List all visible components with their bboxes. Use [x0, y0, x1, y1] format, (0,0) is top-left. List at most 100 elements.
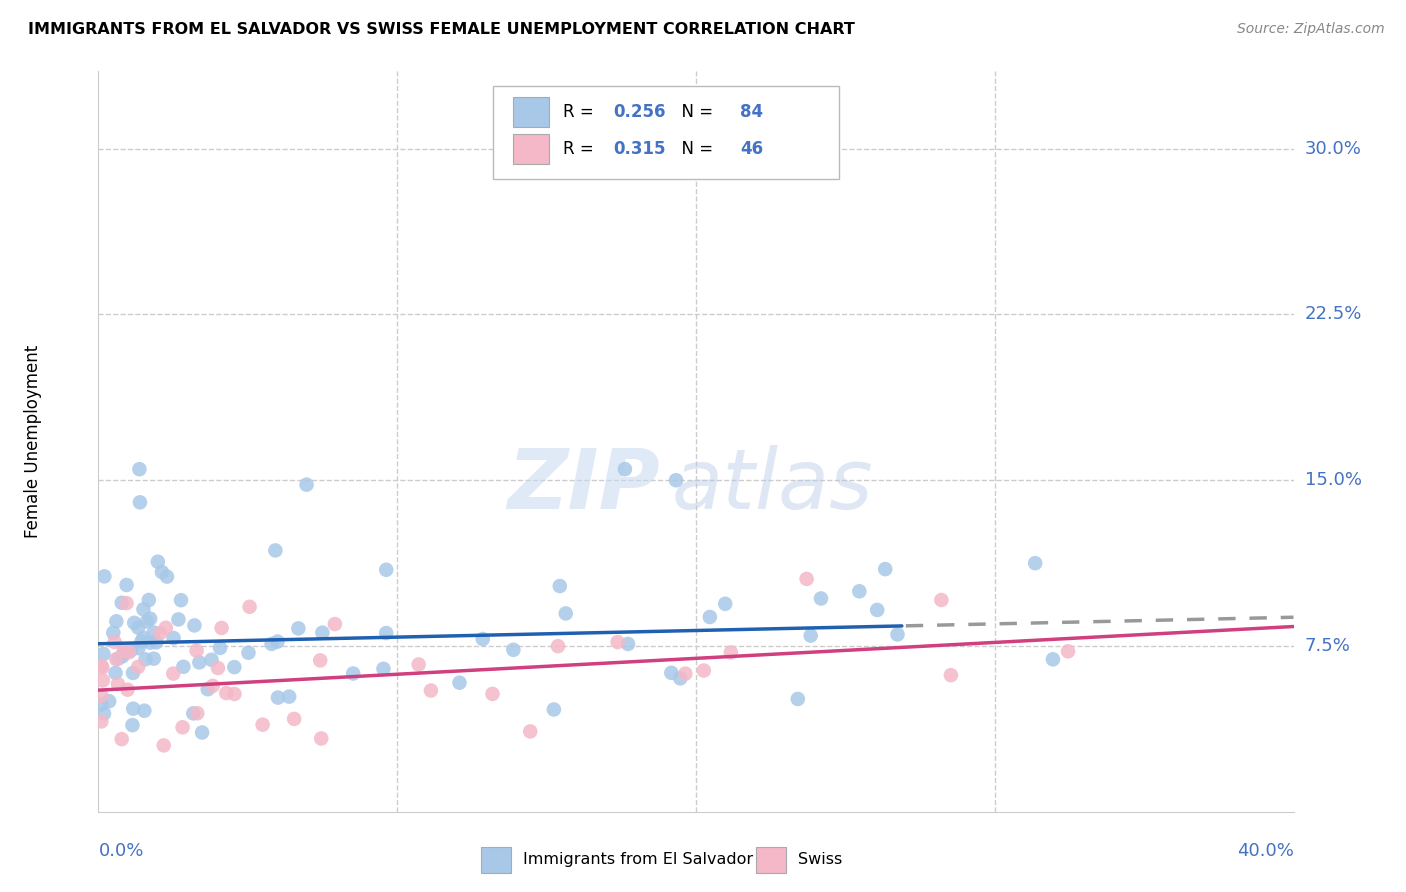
- Text: R =: R =: [564, 103, 599, 121]
- Point: [543, 702, 565, 716]
- Point: [260, 637, 283, 651]
- Point: [90, 698, 112, 712]
- Point: [188, 656, 211, 670]
- Point: [134, 704, 156, 718]
- Point: [267, 690, 290, 705]
- Point: [224, 660, 246, 674]
- Point: [127, 621, 149, 635]
- Point: [1057, 644, 1080, 658]
- Point: [152, 739, 174, 753]
- Point: [471, 632, 494, 646]
- Point: [98, 694, 121, 708]
- Point: [112, 646, 135, 660]
- Point: [800, 629, 823, 643]
- Text: R =: R =: [564, 140, 599, 158]
- Point: [111, 732, 134, 747]
- Point: [181, 706, 204, 721]
- Point: [323, 617, 346, 632]
- Point: [617, 637, 640, 651]
- Point: [866, 603, 889, 617]
- Point: [117, 682, 139, 697]
- Point: [142, 651, 165, 665]
- Point: [128, 462, 150, 476]
- Point: [135, 615, 157, 629]
- Point: [93, 647, 115, 661]
- Point: [209, 640, 232, 655]
- Text: 0.315: 0.315: [613, 140, 666, 158]
- Point: [786, 692, 808, 706]
- Point: [103, 635, 125, 649]
- Point: [207, 661, 229, 675]
- Point: [224, 687, 246, 701]
- Point: [201, 679, 224, 693]
- Bar: [513, 135, 548, 164]
- Point: [91, 673, 114, 688]
- Point: [669, 671, 692, 685]
- Point: [132, 631, 155, 645]
- Bar: [756, 847, 786, 872]
- Point: [239, 599, 262, 614]
- Text: 22.5%: 22.5%: [1305, 305, 1362, 324]
- Point: [145, 635, 167, 649]
- Point: [502, 642, 524, 657]
- Point: [172, 720, 194, 734]
- Text: 30.0%: 30.0%: [1305, 140, 1361, 158]
- Point: [211, 621, 233, 635]
- Point: [139, 635, 162, 649]
- Point: [309, 731, 332, 746]
- Text: 0.0%: 0.0%: [98, 842, 143, 860]
- Point: [931, 593, 953, 607]
- Text: 0.256: 0.256: [613, 103, 666, 121]
- Text: 46: 46: [740, 140, 763, 158]
- Point: [278, 690, 301, 704]
- Point: [197, 682, 219, 697]
- Point: [122, 615, 145, 630]
- Point: [659, 665, 682, 680]
- Point: [122, 665, 145, 680]
- Text: N =: N =: [671, 140, 718, 158]
- Point: [149, 626, 172, 640]
- Point: [420, 683, 443, 698]
- Point: [93, 706, 115, 721]
- Point: [127, 641, 149, 656]
- Point: [875, 562, 897, 576]
- Point: [103, 625, 125, 640]
- Point: [1024, 556, 1046, 570]
- Point: [191, 725, 214, 739]
- Point: [311, 625, 333, 640]
- Point: [186, 643, 208, 657]
- Point: [200, 653, 222, 667]
- Point: [122, 701, 145, 715]
- Point: [796, 572, 818, 586]
- Point: [283, 712, 305, 726]
- Point: [111, 649, 134, 664]
- Text: atlas: atlas: [672, 445, 873, 526]
- Point: [115, 578, 138, 592]
- Point: [266, 634, 288, 648]
- Point: [170, 593, 193, 607]
- Point: [613, 462, 636, 476]
- Point: [606, 635, 628, 649]
- Point: [138, 593, 160, 607]
- Point: [810, 591, 832, 606]
- Point: [215, 686, 238, 700]
- Point: [554, 607, 576, 621]
- Text: ZIP: ZIP: [508, 445, 661, 526]
- Point: [111, 596, 134, 610]
- Point: [118, 645, 141, 659]
- Point: [640, 142, 662, 156]
- Point: [939, 668, 962, 682]
- Text: Source: ZipAtlas.com: Source: ZipAtlas.com: [1237, 22, 1385, 37]
- Text: Female Unemployment: Female Unemployment: [24, 345, 42, 538]
- Point: [156, 569, 179, 583]
- Point: [238, 646, 260, 660]
- Point: [162, 631, 184, 645]
- Point: [547, 639, 569, 653]
- Bar: [513, 97, 548, 127]
- Point: [720, 645, 742, 659]
- Point: [172, 659, 194, 673]
- Point: [264, 543, 287, 558]
- Point: [115, 596, 138, 610]
- Point: [150, 565, 173, 579]
- Point: [519, 724, 541, 739]
